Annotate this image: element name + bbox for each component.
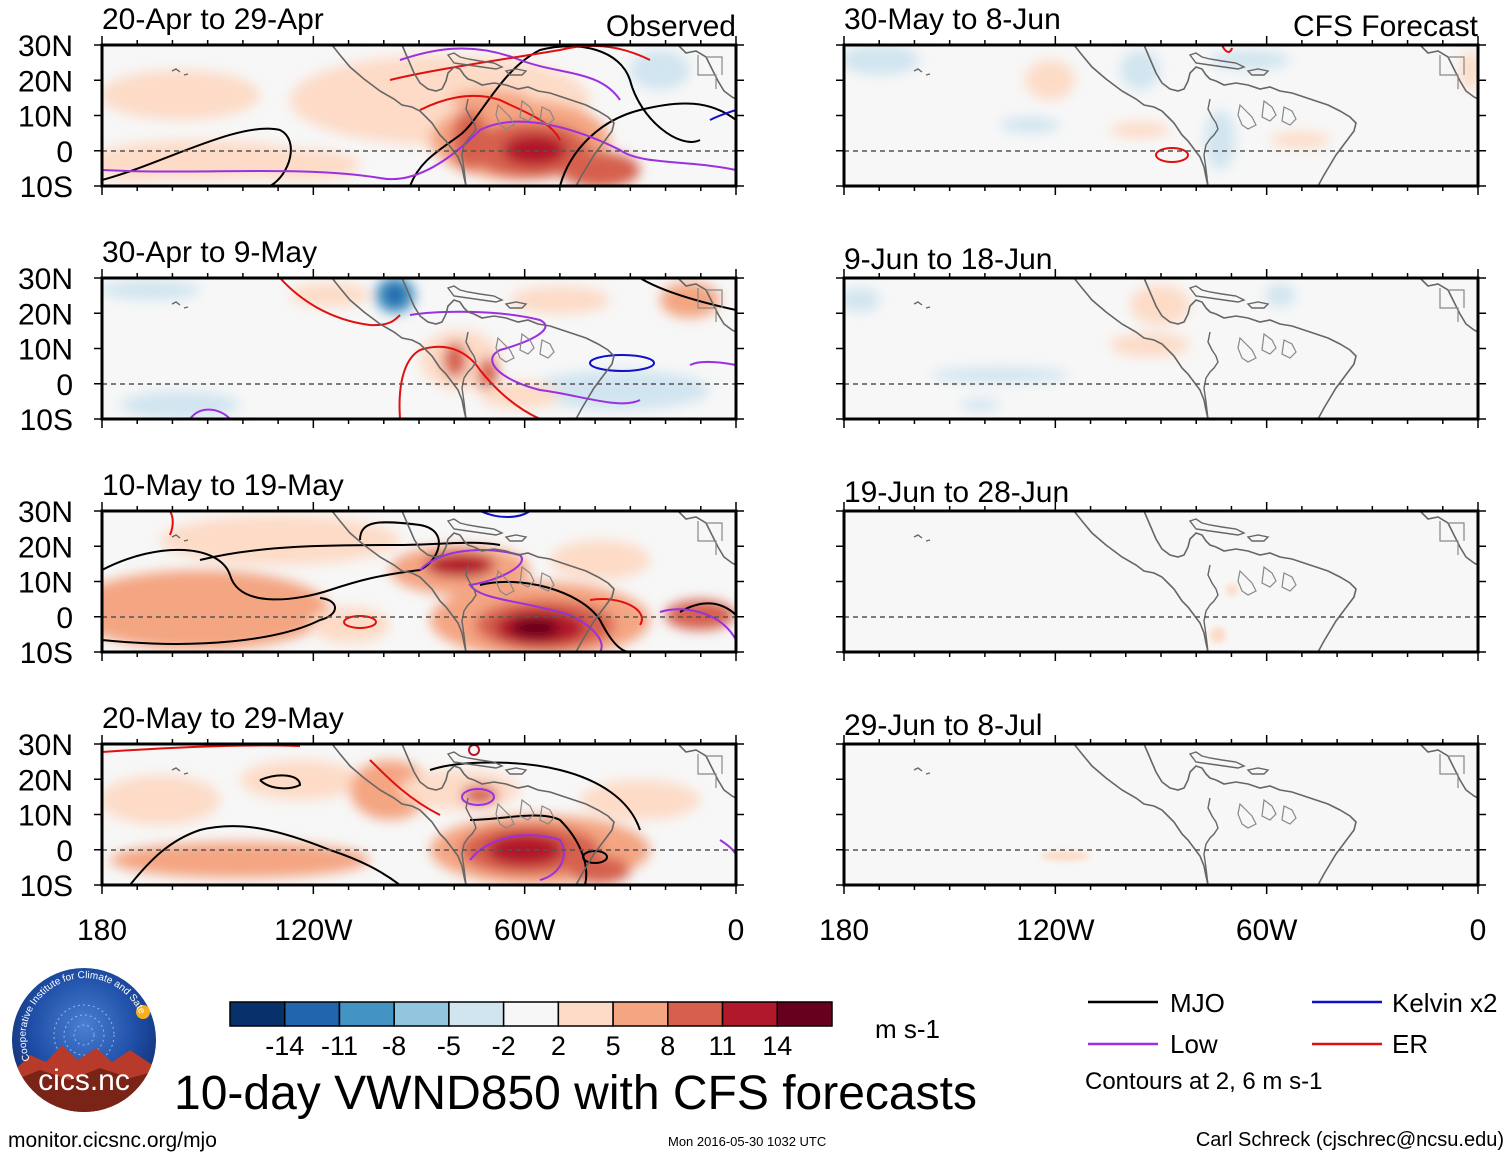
- colorbar-swatch: [448, 1001, 505, 1027]
- legend: MJO Low Kelvin x2 ER: [1088, 988, 1498, 1059]
- panel-1: [102, 45, 736, 186]
- colorbar-units: m s-1: [875, 1014, 940, 1044]
- colorbar-label: -2: [492, 1031, 516, 1061]
- colorbar-swatch: [229, 1001, 286, 1027]
- y-tick-label: 10S: [20, 171, 73, 204]
- panel-title-1: 20-Apr to 29-Apr: [102, 3, 324, 36]
- colorbar-label: 8: [660, 1031, 675, 1061]
- legend-label-mjo: MJO: [1170, 988, 1225, 1018]
- panel-title-5: 30-May to 8-Jun: [844, 3, 1061, 36]
- x-axis-labels: 180 120W 60W 0 180 120W 60W 0: [77, 914, 1486, 947]
- y-tick-label: 0: [56, 602, 73, 635]
- x-tick-label: 120W: [1016, 914, 1095, 947]
- x-tick-label: 120W: [274, 914, 353, 947]
- x-tick-label: 0: [1470, 914, 1487, 947]
- colorbar-swatch: [338, 1001, 395, 1027]
- colorbar-swatch: [557, 1001, 614, 1027]
- y-tick-label: 0: [56, 835, 73, 868]
- colorbar-label: 11: [709, 1031, 737, 1061]
- y-tick-label: 30N: [18, 729, 73, 762]
- panel-title-7: 19-Jun to 28-Jun: [844, 476, 1069, 509]
- y-tick-label: 10N: [18, 567, 73, 600]
- colorbar-swatch: [502, 1001, 560, 1027]
- colorbar-label: -11: [321, 1031, 358, 1061]
- panel-title-3: 10-May to 19-May: [102, 469, 344, 502]
- y-tick-label: 30N: [18, 263, 73, 296]
- colorbar-label: 2: [551, 1031, 566, 1061]
- logo-text: cics.nc: [38, 1064, 130, 1097]
- colorbar-swatch: [721, 1001, 779, 1027]
- y-tick-label: 10S: [20, 637, 73, 670]
- colorbar-label: -5: [437, 1031, 461, 1061]
- panel-title-8: 29-Jun to 8-Jul: [844, 709, 1042, 742]
- y-tick-label: 20N: [18, 764, 73, 797]
- colorbar-label: 14: [762, 1031, 792, 1061]
- panel-2: [102, 278, 736, 419]
- y-tick-label: 20N: [18, 298, 73, 331]
- observed-label: Observed: [606, 10, 736, 43]
- y-tick-label: 0: [56, 136, 73, 169]
- colorbar-swatch: [612, 1001, 669, 1027]
- colorbar-swatch: [776, 1001, 833, 1027]
- forecast-label: CFS Forecast: [1293, 10, 1479, 43]
- y-tick-label: 10S: [20, 870, 73, 903]
- legend-label-low: Low: [1170, 1029, 1218, 1059]
- figure-title: 10-day VWND850 with CFS forecasts: [174, 1067, 977, 1120]
- panel-8: [844, 744, 1478, 885]
- contour-note: Contours at 2, 6 m s-1: [1085, 1068, 1323, 1095]
- x-tick-label: 180: [77, 914, 127, 947]
- sun-icon: [136, 1005, 150, 1019]
- y-tick-label: 10N: [18, 334, 73, 367]
- panel-5: [844, 45, 1478, 186]
- y-tick-label: 20N: [18, 531, 73, 564]
- colorbar-label: 5: [606, 1031, 621, 1061]
- footer-url: monitor.cicsnc.org/mjo: [8, 1129, 217, 1152]
- colorbar-label: -14: [265, 1031, 304, 1061]
- y-tick-label: 0: [56, 369, 73, 402]
- y-tick-label: 30N: [18, 30, 73, 63]
- legend-label-er: ER: [1392, 1029, 1428, 1059]
- x-tick-label: 60W: [1236, 914, 1298, 947]
- footer-date: Mon 2016-05-30 1032 UTC: [668, 1134, 827, 1149]
- colorbar-swatch: [393, 1001, 450, 1027]
- colorbar: -14 -11 -8 -5 -2 2 5 8 11 14: [229, 1001, 833, 1061]
- colorbar-label: -8: [382, 1031, 406, 1061]
- panel-title-6: 9-Jun to 18-Jun: [844, 243, 1052, 276]
- footer-author: Carl Schreck (cjschrec@ncsu.edu): [1195, 1129, 1504, 1151]
- panel-7: [844, 511, 1478, 652]
- panel-title-4: 20-May to 29-May: [102, 702, 344, 735]
- panel-title-2: 30-Apr to 9-May: [102, 236, 317, 269]
- y-tick-label: 30N: [18, 496, 73, 529]
- axis-ticks: [94, 36, 1486, 894]
- x-tick-label: 180: [819, 914, 869, 947]
- y-axis-labels: 30N20N10N010S30N20N10N010S30N20N10N010S3…: [18, 30, 73, 903]
- panel-4: [102, 744, 736, 885]
- legend-label-kelvin: Kelvin x2: [1392, 988, 1498, 1018]
- y-tick-label: 10N: [18, 101, 73, 134]
- y-tick-label: 10S: [20, 404, 73, 437]
- y-tick-label: 10N: [18, 800, 73, 833]
- y-tick-label: 20N: [18, 65, 73, 98]
- x-tick-label: 0: [728, 914, 745, 947]
- x-tick-label: 60W: [494, 914, 556, 947]
- panel-6: [844, 278, 1478, 419]
- colorbar-swatch: [667, 1001, 724, 1027]
- panel-3: [102, 511, 736, 652]
- colorbar-swatch: [283, 1001, 341, 1027]
